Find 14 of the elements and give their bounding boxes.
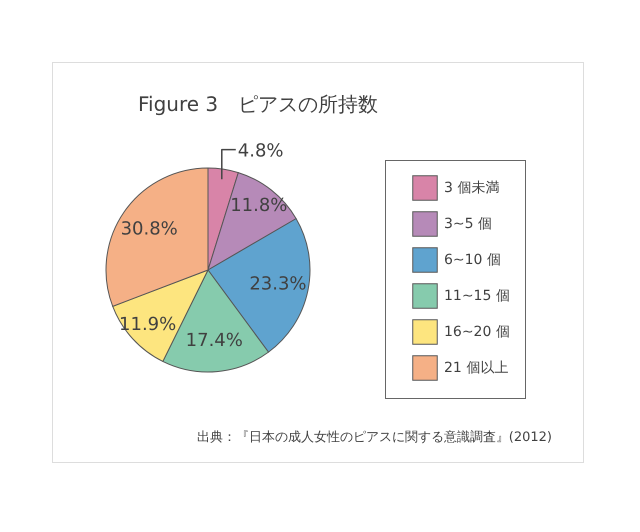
data-label: 11.8%: [230, 195, 288, 216]
data-label: 11.9%: [119, 314, 176, 335]
data-label: 17.4%: [186, 330, 243, 352]
legend-label: 3~5 個: [444, 216, 492, 232]
legend-label: 6~10 個: [444, 252, 501, 268]
data-label: 30.8%: [120, 218, 178, 240]
chart-title: Figure 3 ピアスの所持数: [138, 92, 378, 116]
legend-label: 11~15 個: [444, 288, 510, 304]
legend-label: 21 個以上: [444, 360, 508, 376]
legend-label: 3 個未満: [444, 180, 500, 196]
data-label: 23.3%: [249, 273, 307, 294]
legend-label: 16~20 個: [444, 324, 510, 340]
source-note: 出典：『日本の成人女性のピアスに関する意識調査』(2012): [196, 430, 552, 445]
data-label: 4.8%: [238, 140, 284, 162]
